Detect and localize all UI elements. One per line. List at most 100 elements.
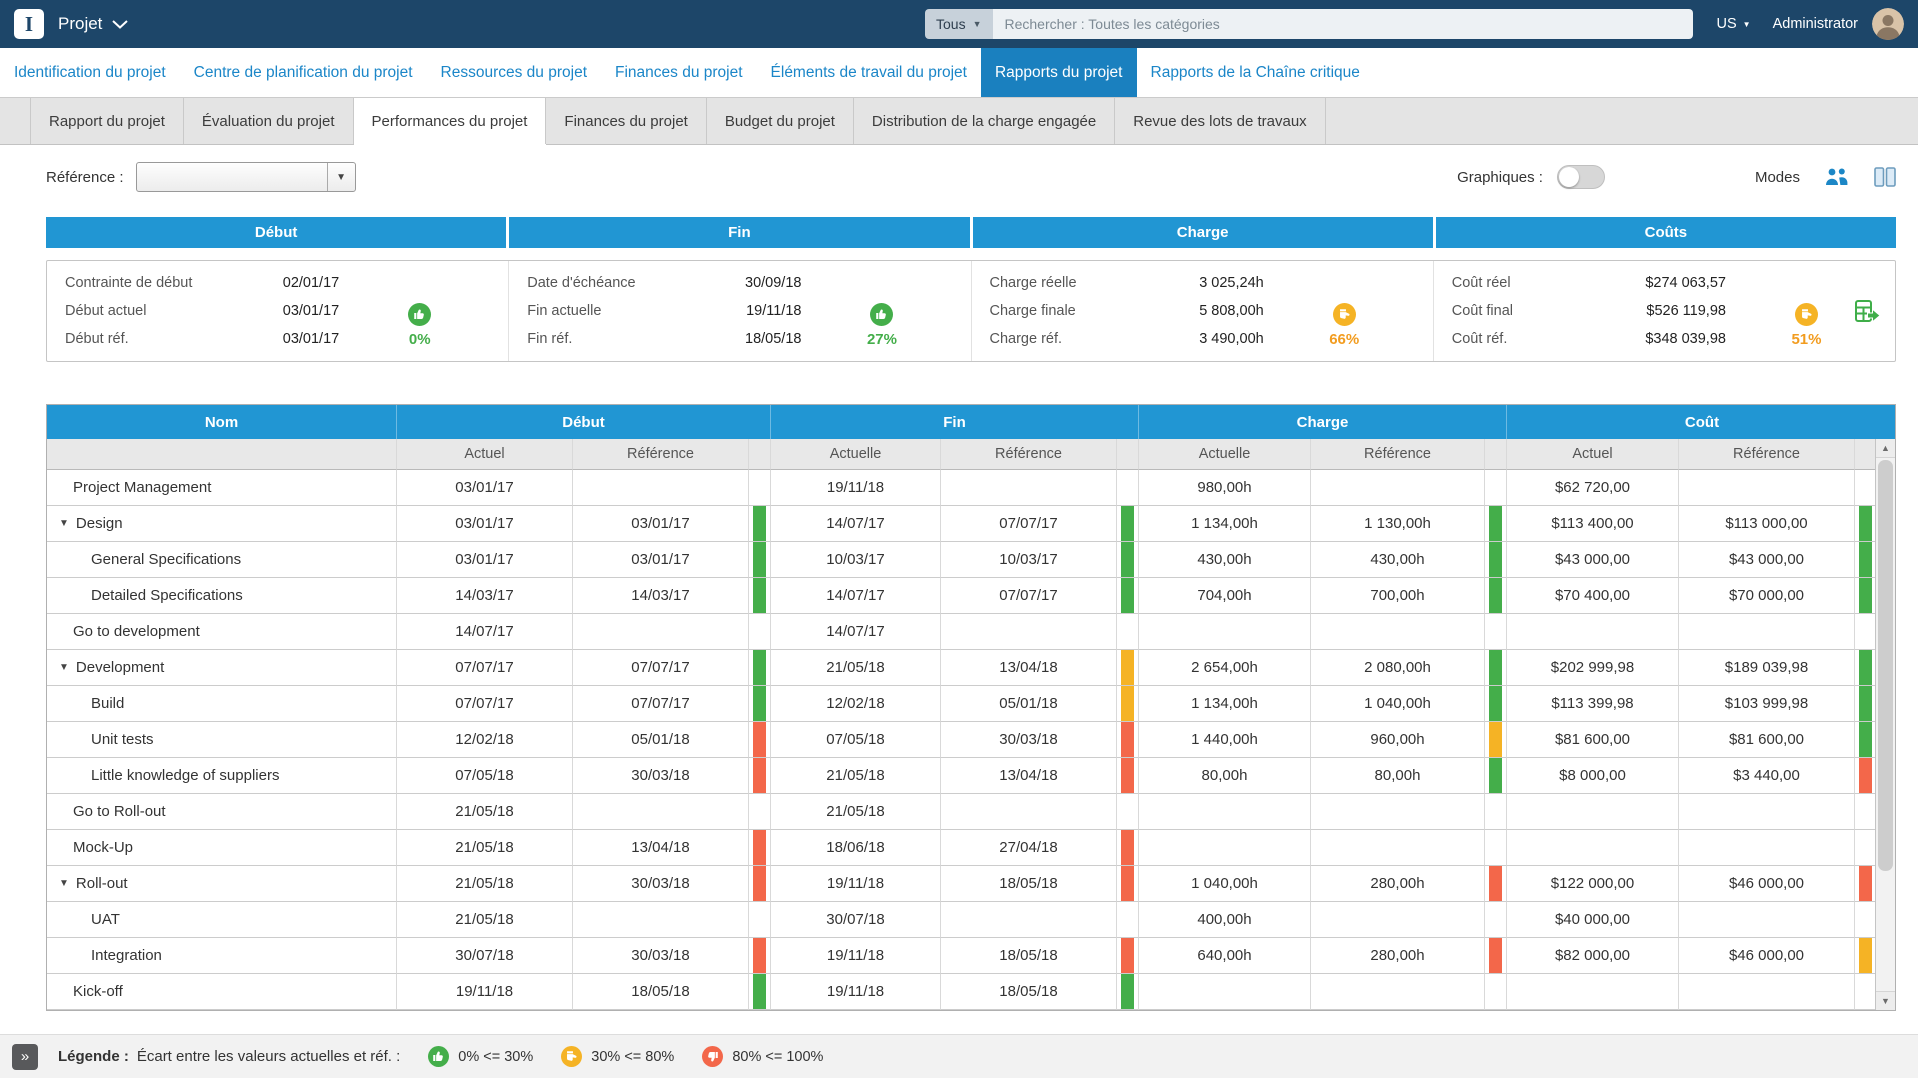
task-name-cell: Mock-Up: [47, 830, 397, 866]
value-cell: 14/07/17: [771, 506, 941, 542]
report-toolbar: Référence : ▼ Graphiques : Modes: [0, 145, 1918, 209]
legend-items: 0% <= 30% 30% <= 80% 80% <= 100%: [400, 1046, 823, 1067]
summary-value: 18/05/18: [745, 331, 802, 347]
search-input[interactable]: [992, 9, 1693, 39]
subheader-spacer: [1485, 439, 1507, 470]
value-cell: $113 000,00: [1679, 506, 1855, 542]
app-logo[interactable]: I: [14, 9, 44, 39]
people-mode-icon[interactable]: [1824, 167, 1850, 187]
summary-label: Charge réelle: [989, 275, 1077, 291]
collapse-arrow-icon[interactable]: ▼: [59, 662, 69, 673]
collapse-arrow-icon[interactable]: ▼: [59, 518, 69, 529]
table-row[interactable]: Build 07/07/17 07/07/17 12/02/18 05/01/18 1 1…: [47, 686, 1875, 722]
sub-nav-tab[interactable]: Revue des lots de travaux: [1115, 98, 1326, 144]
value-cell: 07/07/17: [941, 506, 1117, 542]
nav-tab[interactable]: Ressources du projet: [440, 63, 587, 81]
table-row[interactable]: Go to development 14/07/17 14/07/17: [47, 614, 1875, 650]
table-row[interactable]: General Specifications 03/01/17 03/01/17 10…: [47, 542, 1875, 578]
status-strip-red: [753, 830, 766, 865]
task-name-cell: Go to development: [47, 614, 397, 650]
summary-rows: Charge réelle 3 025,24h Charge finale 5 808…: [990, 273, 1264, 349]
nav-tab[interactable]: Éléments de travail du projet: [770, 63, 967, 81]
table-row[interactable]: Kick-off 19/11/18 18/05/18 19/11/18 18/05/18: [47, 974, 1875, 1010]
value-cell: [1139, 830, 1311, 866]
sub-nav-tab[interactable]: Distribution de la charge engagée: [854, 98, 1116, 144]
table-row[interactable]: Mock-Up 21/05/18 13/04/18 18/06/18 27/04/18: [47, 830, 1875, 866]
summary-percentage: 0%: [408, 331, 431, 348]
table-group-title: Coût: [1684, 413, 1720, 431]
table-group-title: Début: [397, 405, 771, 439]
summary-value: 03/01/17: [282, 331, 340, 347]
nav-tab[interactable]: Centre de planification du projet: [193, 63, 413, 81]
collapse-panel-button[interactable]: »: [12, 1043, 38, 1070]
table-row[interactable]: Unit tests 12/02/18 05/01/18 07/05/18 30/03/…: [47, 722, 1875, 758]
status-strip-red: [1121, 938, 1134, 973]
top-bar: I Projet Tous ▼ US ▼ Administrator: [0, 0, 1918, 48]
scroll-up-arrow-icon[interactable]: ▲: [1876, 439, 1895, 458]
value-cell: 30/03/18: [941, 722, 1117, 758]
table-group-title: Nom: [47, 405, 397, 439]
table-row[interactable]: Little knowledge of suppliers 07/05/18 30/…: [47, 758, 1875, 794]
value-cell: [1507, 830, 1679, 866]
status-strip-cell: [1485, 902, 1507, 938]
search-scope-dropdown[interactable]: Tous ▼: [925, 9, 993, 39]
summary-row: Fin actuelle 19/11/18: [527, 301, 801, 321]
task-name-cell: ▼ Development: [47, 650, 397, 686]
status-strip-cell: [1855, 470, 1875, 506]
sub-nav-tab[interactable]: Finances du projet: [546, 98, 707, 144]
nav-tab[interactable]: Rapports de la Chaîne critique: [1150, 63, 1360, 81]
value-cell: 18/05/18: [573, 974, 749, 1010]
collapse-arrow-icon[interactable]: ▼: [59, 878, 69, 889]
project-menu-label[interactable]: Projet: [58, 14, 103, 33]
status-strip-cell: [749, 974, 771, 1010]
summary-section-title: Début: [46, 217, 507, 248]
table-row[interactable]: ▼ Roll-out 21/05/18 30/03/18 19/11/18 18/05/1…: [47, 866, 1875, 902]
summary-label: Fin réf.: [527, 331, 573, 347]
reference-select[interactable]: ▼: [135, 162, 356, 192]
table-row[interactable]: ▼ Design 03/01/17 03/01/17 14/07/17 07/07/17 1…: [47, 506, 1875, 542]
value-cell: 14/07/17: [771, 578, 941, 614]
value-cell: [1311, 470, 1485, 506]
value-cell: $40 000,00: [1507, 902, 1679, 938]
table-row[interactable]: Integration 30/07/18 30/03/18 19/11/18 18/05…: [47, 938, 1875, 974]
table-row[interactable]: ▼ Development 07/07/17 07/07/17 21/05/18 13/0…: [47, 650, 1875, 686]
table-row[interactable]: Project Management 03/01/17 19/11/18 980,00…: [47, 470, 1875, 506]
value-cell: 430,00h: [1311, 542, 1485, 578]
column-subheader: Actuel: [1507, 439, 1679, 470]
summary-row: Coût final $526 119,98: [1452, 301, 1726, 321]
status-strip-cell: [749, 938, 771, 974]
nav-tab[interactable]: Finances du projet: [615, 63, 743, 81]
chevron-down-icon[interactable]: [112, 19, 129, 29]
vertical-scrollbar[interactable]: ▲ ▼: [1875, 439, 1895, 1010]
sub-nav-tab[interactable]: Budget du projet: [707, 98, 854, 144]
column-subheader: Référence: [573, 439, 749, 470]
value-cell: 18/05/18: [941, 866, 1117, 902]
table-row[interactable]: Go to Roll-out 21/05/18 21/05/18: [47, 794, 1875, 830]
status-strip-green: [1858, 722, 1872, 757]
scroll-down-arrow-icon[interactable]: ▼: [1876, 991, 1895, 1010]
export-button[interactable]: [1854, 298, 1881, 324]
table-row[interactable]: Detailed Specifications 14/03/17 14/03/17 1…: [47, 578, 1875, 614]
summary-value: 02/01/17: [282, 275, 340, 291]
sub-nav-tab[interactable]: Rapport du projet: [30, 98, 184, 144]
graphs-toggle[interactable]: [1556, 165, 1605, 189]
task-name: Mock-Up: [73, 839, 134, 856]
columns-mode-icon[interactable]: [1874, 167, 1896, 187]
summary-section-title: Charge: [972, 217, 1433, 248]
task-name: Go to Roll-out: [73, 803, 166, 820]
summary-row: Début réf. 03/01/17: [65, 329, 339, 349]
sub-nav-tab[interactable]: Évaluation du projet: [184, 98, 354, 144]
scrollbar-thumb[interactable]: [1878, 460, 1893, 872]
table-row[interactable]: UAT 21/05/18 30/07/18 400,00h $40 000,00: [47, 902, 1875, 938]
summary-label: Coût réf.: [1451, 331, 1508, 347]
locale-dropdown[interactable]: US ▼: [1717, 16, 1751, 32]
status-strip-cell: [1855, 686, 1875, 722]
status-strip-cell: [1117, 938, 1139, 974]
user-avatar[interactable]: [1872, 8, 1904, 40]
sub-nav-tab[interactable]: Performances du projet: [353, 98, 547, 144]
status-strip-red: [753, 866, 766, 901]
nav-tab[interactable]: Identification du projet: [14, 63, 166, 81]
current-user-name[interactable]: Administrator: [1772, 16, 1858, 32]
nav-tab[interactable]: Rapports du projet: [980, 48, 1137, 97]
value-cell: [1679, 830, 1855, 866]
